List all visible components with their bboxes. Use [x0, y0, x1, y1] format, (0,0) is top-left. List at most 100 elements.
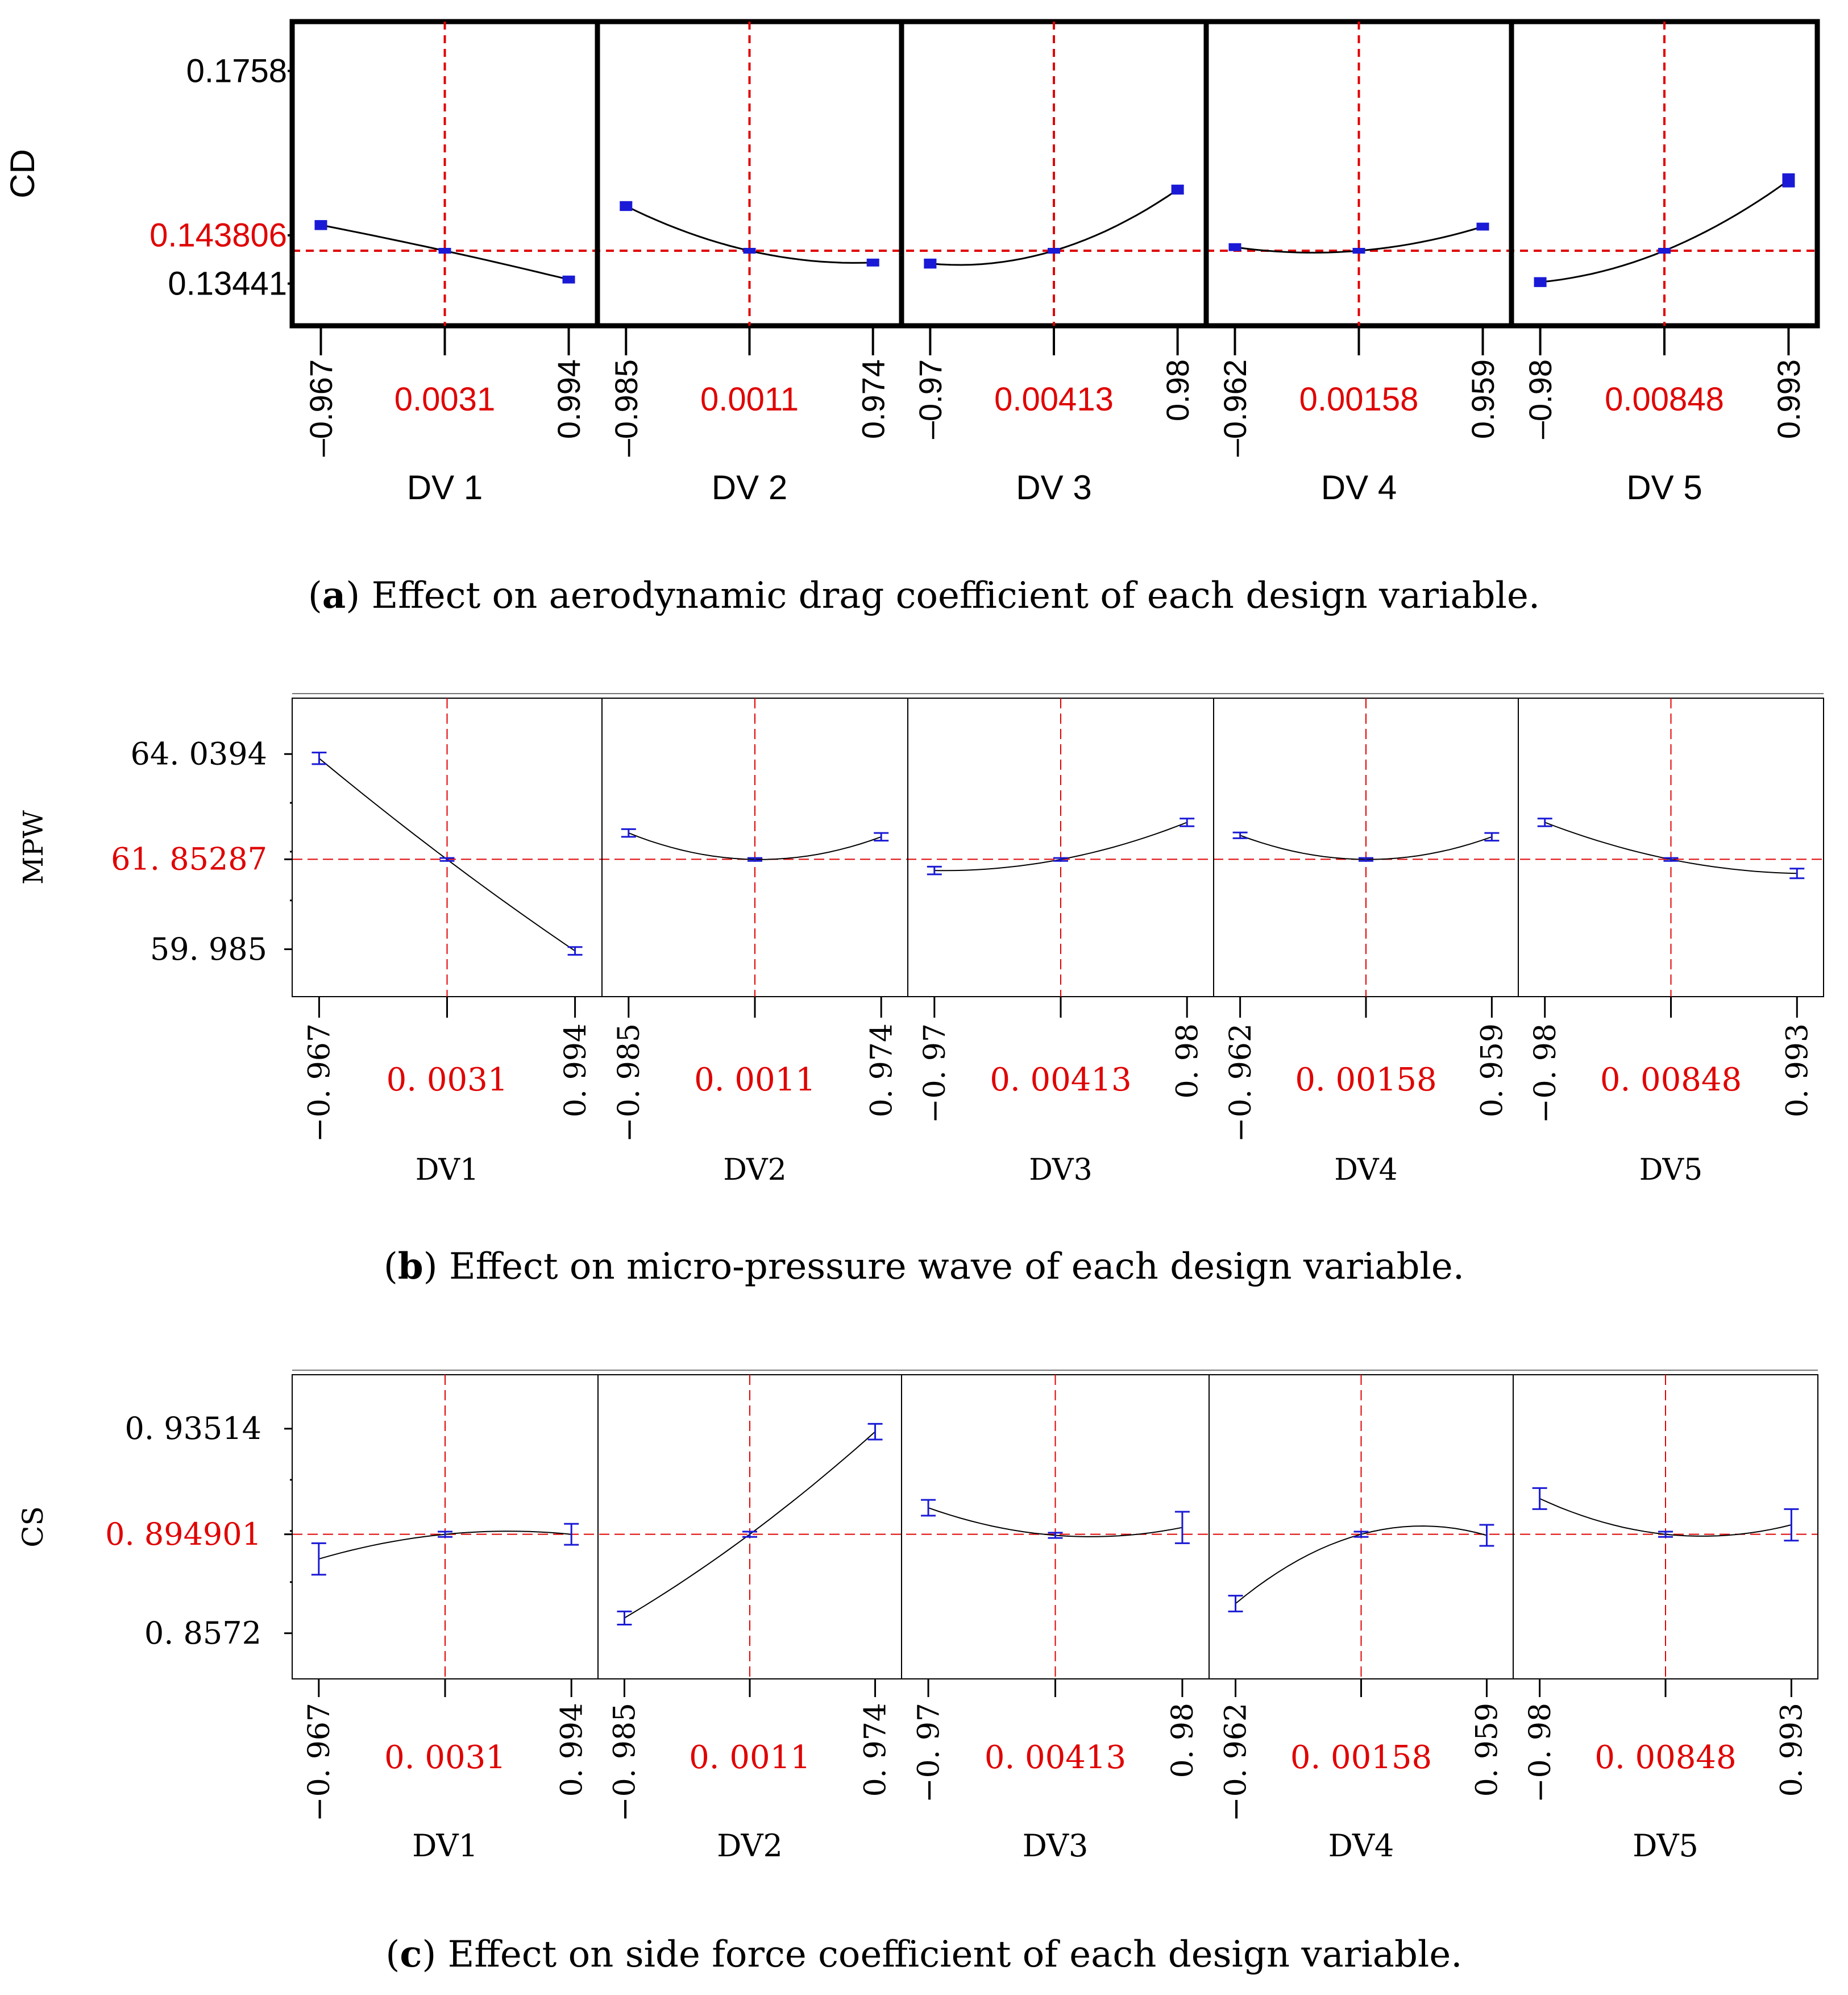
x-axis-title: DV4	[1328, 1828, 1394, 1864]
y-tick-label: 0. 93514	[125, 1411, 261, 1446]
x-axis-title: DV3	[1023, 1828, 1089, 1864]
error-bar	[311, 1542, 326, 1576]
error-bar	[747, 857, 762, 862]
error-bar	[1232, 831, 1248, 839]
error-bar	[1789, 868, 1805, 880]
x-max-label: 0. 98	[1170, 1023, 1205, 1098]
panel-dv1: −0. 967 0. 994 0. 0031 DV1	[292, 698, 603, 1187]
panel-dv5: −0. 98 0. 993 0. 00848 DV5	[1513, 1374, 1818, 1864]
error-bar-point	[562, 276, 575, 283]
x-min-label: −0. 98	[1523, 1703, 1558, 1803]
error-bar-point	[1476, 223, 1489, 230]
x-min-label: –0.967	[303, 359, 339, 457]
caption-c-text: Effect on side force coefficient of each…	[436, 1934, 1463, 1976]
error-bar	[1784, 1508, 1799, 1542]
error-bar	[921, 1499, 936, 1517]
x-axis-title: DV1	[412, 1828, 478, 1864]
error-bar-point	[314, 221, 327, 230]
error-bar	[1048, 247, 1060, 254]
x-max-label: 0. 959	[1476, 1023, 1510, 1117]
error-bar	[1228, 243, 1241, 251]
panel-dv2: −0. 985 0. 974 0. 0011 DV2	[601, 698, 908, 1187]
x-axis-title: DV5	[1639, 1153, 1702, 1187]
panel-frame	[1513, 1374, 1818, 1679]
x-min-label: −0. 97	[918, 1023, 952, 1123]
x-max-label: 0. 974	[865, 1023, 899, 1117]
error-bar	[312, 752, 327, 765]
x-min-label: −0. 985	[608, 1703, 642, 1822]
panel-frame	[901, 1374, 1210, 1679]
x-mid-value-label: 0. 00158	[1290, 1739, 1432, 1776]
error-bar	[874, 832, 889, 842]
x-min-label: −0. 97	[912, 1703, 946, 1803]
panel-dv4: –0.962 0.959 0.00158 DV 4	[1203, 19, 1514, 507]
x-max-label: 0.974	[855, 359, 891, 439]
error-bar	[1782, 173, 1795, 188]
x-axis-title: DV5	[1633, 1828, 1699, 1864]
panel-dv1: −0. 967 0. 994 0. 0031 DV1	[292, 1374, 599, 1864]
error-bar	[1532, 1487, 1547, 1510]
error-bar	[1180, 818, 1195, 827]
x-min-label: −0. 98	[1529, 1023, 1563, 1123]
error-bar	[1663, 857, 1679, 862]
x-mid-value-label: 0.0011	[700, 381, 799, 418]
error-bar	[1484, 832, 1500, 842]
panel-dv3: –0.97 0.98 0.00413 DV 3	[899, 19, 1209, 507]
y-tick-label: 0.13441	[168, 265, 287, 302]
x-min-label: −0. 985	[612, 1023, 646, 1142]
y-reference-value-label: 61. 85287	[111, 841, 267, 877]
error-bar-point	[1352, 248, 1365, 253]
error-bar-point	[1782, 174, 1795, 187]
error-bar-point	[866, 259, 879, 266]
x-mid-value-label: 0.00848	[1605, 381, 1724, 418]
error-bar	[314, 220, 327, 230]
x-max-label: 0. 994	[559, 1023, 593, 1117]
error-bar	[564, 1523, 579, 1546]
x-mid-value-label: 0. 00413	[985, 1739, 1126, 1776]
x-axis-title: DV1	[416, 1153, 479, 1187]
x-max-label: 0.994	[551, 359, 587, 439]
x-mid-value-label: 0. 00413	[990, 1061, 1131, 1098]
x-mid-value-label: 0. 00158	[1295, 1061, 1436, 1098]
x-mid-value-label: 0.00413	[994, 381, 1114, 418]
panel-dv2: −0. 985 0. 974 0. 0011 DV2	[597, 1374, 902, 1864]
error-bar-point	[1171, 185, 1184, 194]
x-mid-value-label: 0. 0011	[694, 1061, 816, 1098]
caption-c-letter: c	[400, 1933, 422, 1976]
chart-1: 0.1758 0.143806 0.13441 CD –0.967 0.994 0.0031…	[3, 19, 1820, 507]
panel-dv3: −0. 97 0. 98 0. 00413 DV3	[901, 1374, 1210, 1864]
panel-dv4: −0. 962 0. 959 0. 00158 DV4	[1213, 698, 1519, 1187]
panel-dv5: –0.98 0.993 0.00848 DV 5	[1509, 19, 1820, 507]
panel-dv1: –0.967 0.994 0.0031 DV 1	[289, 19, 600, 507]
x-axis-title: DV 4	[1321, 468, 1397, 507]
error-bar	[1476, 222, 1489, 231]
y-tick-label: 64. 0394	[131, 736, 267, 772]
x-min-label: −0. 962	[1224, 1023, 1258, 1142]
error-bar	[1053, 857, 1068, 862]
x-max-label: 0.959	[1465, 359, 1501, 439]
y-tick-label: 0.1758	[186, 52, 287, 89]
error-bar	[1171, 184, 1184, 195]
x-axis-title: DV 1	[407, 468, 483, 507]
x-axis-title: DV2	[717, 1828, 783, 1864]
y-tick-label: 59. 985	[150, 931, 267, 967]
error-bar	[1359, 857, 1373, 862]
x-mid-value-label: 0.00158	[1299, 381, 1419, 418]
x-axis-title: DV2	[723, 1153, 786, 1187]
x-mid-value-label: 0.0031	[394, 381, 495, 418]
y-reference-value-label: 0. 894901	[105, 1516, 261, 1552]
error-bar-point	[438, 248, 451, 253]
error-bar	[617, 1610, 632, 1625]
error-bar-point	[1048, 248, 1060, 253]
x-axis-title: DV 3	[1016, 468, 1091, 507]
x-min-label: –0.98	[1522, 359, 1558, 439]
error-bar	[1534, 277, 1547, 287]
caption-a: (a) Effect on aerodynamic drag coefficie…	[308, 574, 1540, 617]
y-axis-title: CS	[16, 1506, 49, 1548]
caption-b-text: Effect on micro-pressure wave of each de…	[437, 1246, 1465, 1288]
chart-3: 0. 93514 0. 894901 0. 8572 CS −0. 967 0. 994 0…	[16, 1370, 1818, 1864]
error-bar-point	[1228, 244, 1241, 251]
x-axis-title: DV 2	[712, 468, 787, 507]
error-bar-point	[620, 202, 633, 210]
